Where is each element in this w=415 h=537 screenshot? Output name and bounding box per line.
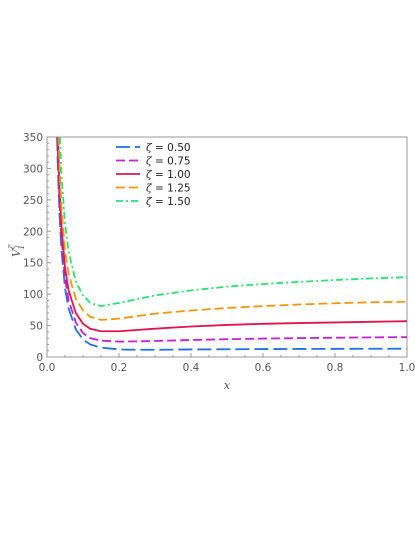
legend-label-5: ζ = 1.50 bbox=[146, 196, 191, 208]
plot-frame bbox=[46, 136, 408, 358]
x-tick-label: 0.2 bbox=[111, 362, 128, 374]
series-line-1 bbox=[56, 137, 407, 351]
legend: ζ = 0.50 ζ = 0.75ζ = 1.00 ζ = 1.25ζ = 1.50 bbox=[116, 142, 191, 208]
x-tick-label: 1.0 bbox=[399, 362, 415, 374]
y-label-sup: ζ bbox=[8, 244, 17, 249]
x-tick-label: 0.4 bbox=[183, 362, 200, 374]
plot-border bbox=[46, 136, 408, 358]
x-tick-label: 0.0 bbox=[39, 362, 56, 374]
x-tick-label: 0.8 bbox=[327, 362, 344, 374]
legend-label-4: ζ = 1.25 bbox=[146, 183, 191, 195]
axis-ticks: 0.0 0.2 0.4 0.6 0.8 1.0 0 50 100 150 200 250 300 350 bbox=[23, 132, 415, 374]
y-label-base: V bbox=[10, 248, 23, 257]
series-line-5 bbox=[59, 137, 407, 307]
series-line-2 bbox=[56, 137, 407, 343]
y-tick-label: 300 bbox=[23, 163, 43, 175]
y-tick-label: 250 bbox=[23, 195, 43, 207]
x-axis-label: x bbox=[224, 379, 231, 392]
y-tick-label: 50 bbox=[30, 321, 43, 333]
y-tick-label: 200 bbox=[23, 226, 43, 238]
series-line-3 bbox=[56, 137, 407, 333]
series-line-4 bbox=[57, 137, 407, 321]
legend-label-3: ζ = 1.00 bbox=[146, 169, 191, 181]
series-lines bbox=[56, 137, 407, 351]
y-tick-label: 350 bbox=[23, 132, 43, 144]
legend-label-2: ζ = 0.75 bbox=[146, 156, 191, 168]
x-tick-label: 0.6 bbox=[255, 362, 272, 374]
y-label-sub: 1 bbox=[17, 245, 26, 250]
y-axis-label: Vζ1 bbox=[8, 244, 26, 257]
legend-label-1: ζ = 0.50 bbox=[146, 142, 191, 154]
y-tick-label: 150 bbox=[23, 258, 43, 270]
y-tick-label: 0 bbox=[36, 352, 43, 364]
y-tick-label: 100 bbox=[23, 289, 43, 301]
